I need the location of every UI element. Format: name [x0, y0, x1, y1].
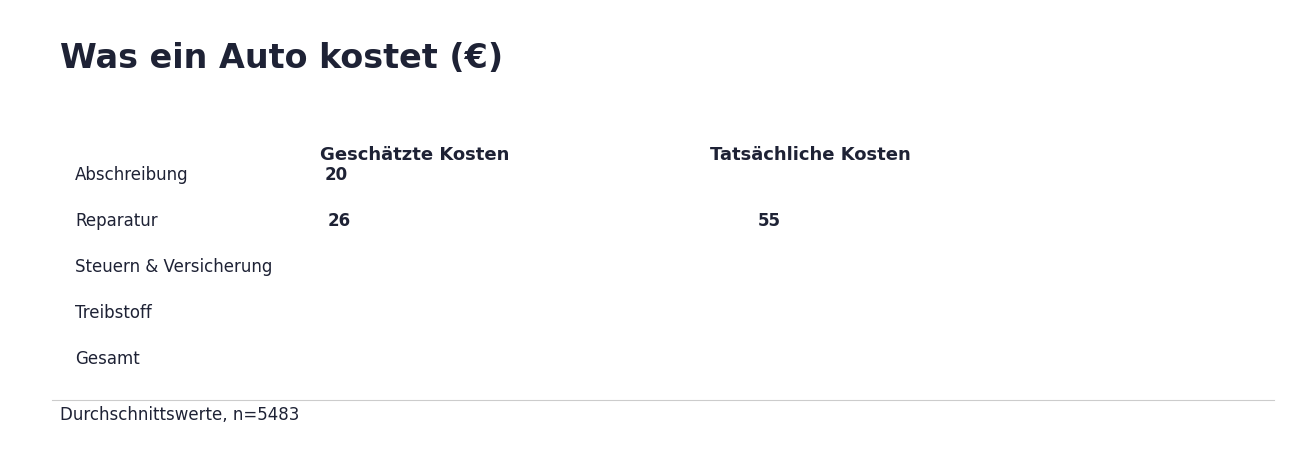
Text: Treibstoff: Treibstoff: [75, 304, 152, 322]
Text: 134: 134: [690, 304, 725, 322]
Text: Was ein Auto kostet (€): Was ein Auto kostet (€): [60, 42, 503, 75]
Text: 55: 55: [758, 212, 781, 230]
Text: 95: 95: [690, 258, 714, 276]
Text: Tatsächliche Kosten: Tatsächliche Kosten: [710, 146, 910, 164]
Text: 204: 204: [343, 350, 378, 368]
Text: 425: 425: [690, 350, 725, 368]
Text: 106: 106: [318, 304, 354, 322]
Text: Steuern & Versicherung: Steuern & Versicherung: [75, 258, 273, 276]
Text: 141: 141: [690, 166, 724, 184]
Text: 20: 20: [325, 166, 348, 184]
Text: 26: 26: [328, 212, 351, 230]
Text: Reparatur: Reparatur: [75, 212, 157, 230]
Text: 52: 52: [311, 258, 334, 276]
Text: Abschreibung: Abschreibung: [75, 166, 188, 184]
Text: Geschätzte Kosten: Geschätzte Kosten: [320, 146, 510, 164]
Text: Durchschnittswerte, n=5483: Durchschnittswerte, n=5483: [60, 406, 299, 424]
Text: Gesamt: Gesamt: [75, 350, 140, 368]
